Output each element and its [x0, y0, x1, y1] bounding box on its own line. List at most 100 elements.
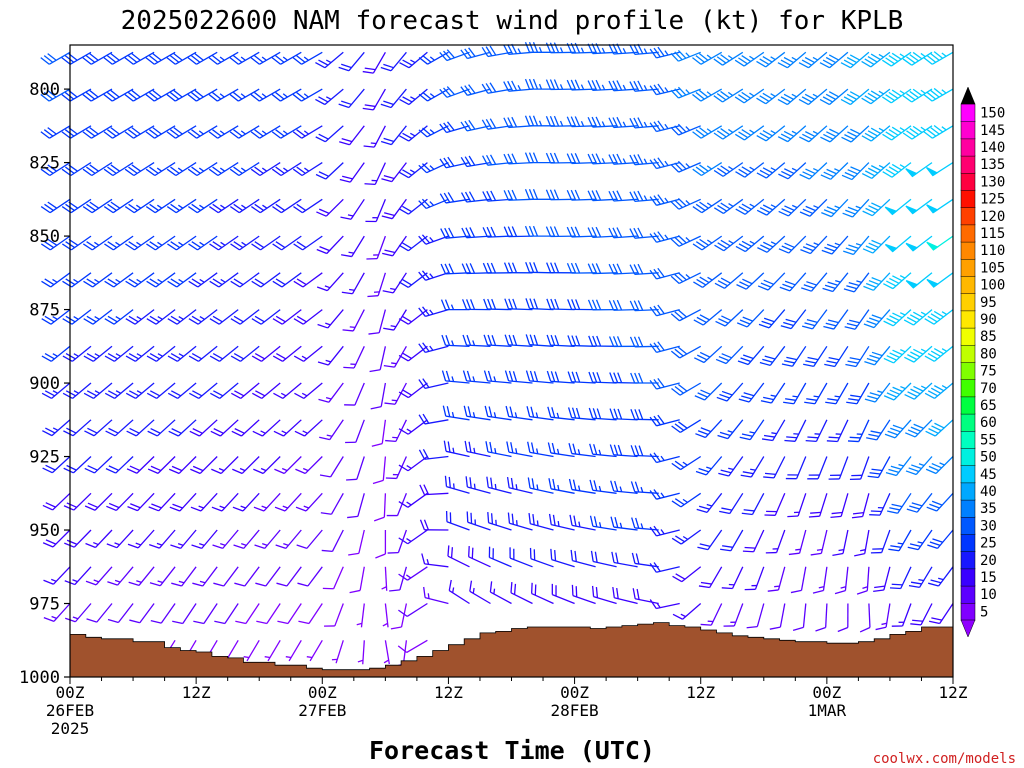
- barb-flag: [910, 388, 921, 395]
- wind-barb: [924, 345, 954, 362]
- barb-half-flag: [136, 390, 143, 394]
- barb-flag: [909, 543, 921, 548]
- barb-flag: [547, 442, 552, 454]
- wind-barb: [150, 603, 176, 624]
- barb-half-flag: [219, 505, 225, 509]
- barb-flag: [909, 90, 919, 99]
- wind-barb: [210, 419, 239, 437]
- wind-barb: [734, 125, 765, 141]
- wind-barb: [926, 492, 954, 512]
- colorbar-label: 55: [980, 432, 997, 448]
- barb-half-flag: [727, 91, 734, 97]
- barb-flag: [674, 162, 683, 172]
- barb-flag: [233, 166, 243, 174]
- barb-flag: [834, 590, 846, 595]
- wind-barb: [214, 603, 239, 625]
- wind-barb: [845, 345, 870, 368]
- barb-flag: [910, 426, 922, 432]
- barb-shaft: [239, 309, 260, 325]
- wind-barb: [252, 419, 281, 437]
- barb-shaft: [593, 560, 617, 568]
- wind-barb: [883, 272, 912, 290]
- barb-flag: [613, 408, 619, 420]
- barb-flag: [251, 355, 262, 362]
- barb-flag: [319, 436, 330, 441]
- barb-shaft: [281, 309, 302, 325]
- barb-half-flag: [199, 204, 205, 209]
- wind-barb: [649, 46, 680, 59]
- barb-flag: [827, 319, 839, 324]
- wind-barb: [884, 235, 912, 253]
- barb-flag: [905, 432, 916, 438]
- barb-flag: [146, 243, 156, 251]
- barb-flag: [649, 379, 657, 390]
- barb-flag: [827, 281, 839, 286]
- barb-shaft: [868, 603, 871, 628]
- barb-flag: [448, 579, 452, 591]
- barb-flag: [43, 129, 54, 137]
- wind-barb: [342, 309, 365, 332]
- barb-flag: [106, 543, 118, 549]
- barb-flag: [864, 170, 876, 177]
- barb-flag: [315, 98, 326, 106]
- wind-barb: [547, 442, 575, 458]
- barb-shaft: [852, 198, 870, 218]
- barb-flag: [787, 474, 799, 476]
- wind-barb: [630, 408, 659, 421]
- barb-flag: [254, 544, 265, 550]
- wind-barb: [525, 298, 554, 311]
- barb-shaft: [324, 51, 344, 69]
- wind-barb: [694, 382, 723, 401]
- barb-flag: [677, 383, 688, 392]
- barb-pennant: [905, 168, 918, 178]
- barb-half-flag: [791, 93, 797, 98]
- wind-barb: [859, 603, 871, 633]
- barb-flag: [532, 78, 539, 90]
- barb-flag: [554, 550, 557, 561]
- barb-flag: [170, 315, 181, 323]
- barb-half-flag: [281, 467, 288, 472]
- barb-shaft: [224, 603, 239, 624]
- barb-flag: [805, 360, 817, 364]
- wind-barb: [887, 492, 912, 514]
- barb-flag: [826, 131, 837, 138]
- barb-flag: [630, 372, 636, 384]
- barb-flag: [630, 481, 636, 492]
- barb-half-flag: [707, 239, 713, 244]
- wind-barb: [252, 382, 281, 399]
- barb-flag: [44, 278, 55, 286]
- barb-half-flag: [178, 353, 184, 357]
- barb-flag: [524, 189, 531, 200]
- barb-flag: [569, 514, 573, 526]
- barb-flag: [812, 589, 824, 594]
- wind-barb: [385, 456, 407, 480]
- barb-half-flag: [349, 288, 355, 291]
- wind-barb: [317, 309, 344, 329]
- barb-flag: [315, 62, 326, 69]
- barb-flag: [229, 57, 239, 65]
- barb-half-flag: [664, 197, 669, 203]
- barb-flag: [587, 80, 594, 91]
- wind-barb: [84, 492, 113, 511]
- barb-shaft: [656, 455, 680, 464]
- barb-flag: [170, 203, 180, 211]
- wind-barb: [292, 125, 323, 139]
- barb-half-flag: [730, 621, 736, 623]
- barb-half-flag: [371, 179, 377, 182]
- wind-barb: [166, 88, 197, 102]
- barb-flag: [86, 278, 97, 286]
- wind-barb: [737, 345, 765, 366]
- wind-barb: [630, 372, 659, 384]
- barb-shaft: [407, 345, 428, 362]
- wind-barb: [418, 270, 449, 281]
- barb-half-flag: [664, 50, 669, 56]
- barb-half-flag: [198, 167, 205, 172]
- wind-barb: [190, 456, 218, 475]
- barb-flag: [129, 465, 141, 472]
- barb-flag: [781, 208, 792, 214]
- wind-barb: [253, 456, 281, 475]
- barb-half-flag: [392, 473, 399, 476]
- barb-flag: [870, 90, 881, 97]
- wind-barb: [371, 419, 387, 447]
- barb-flag: [888, 91, 899, 99]
